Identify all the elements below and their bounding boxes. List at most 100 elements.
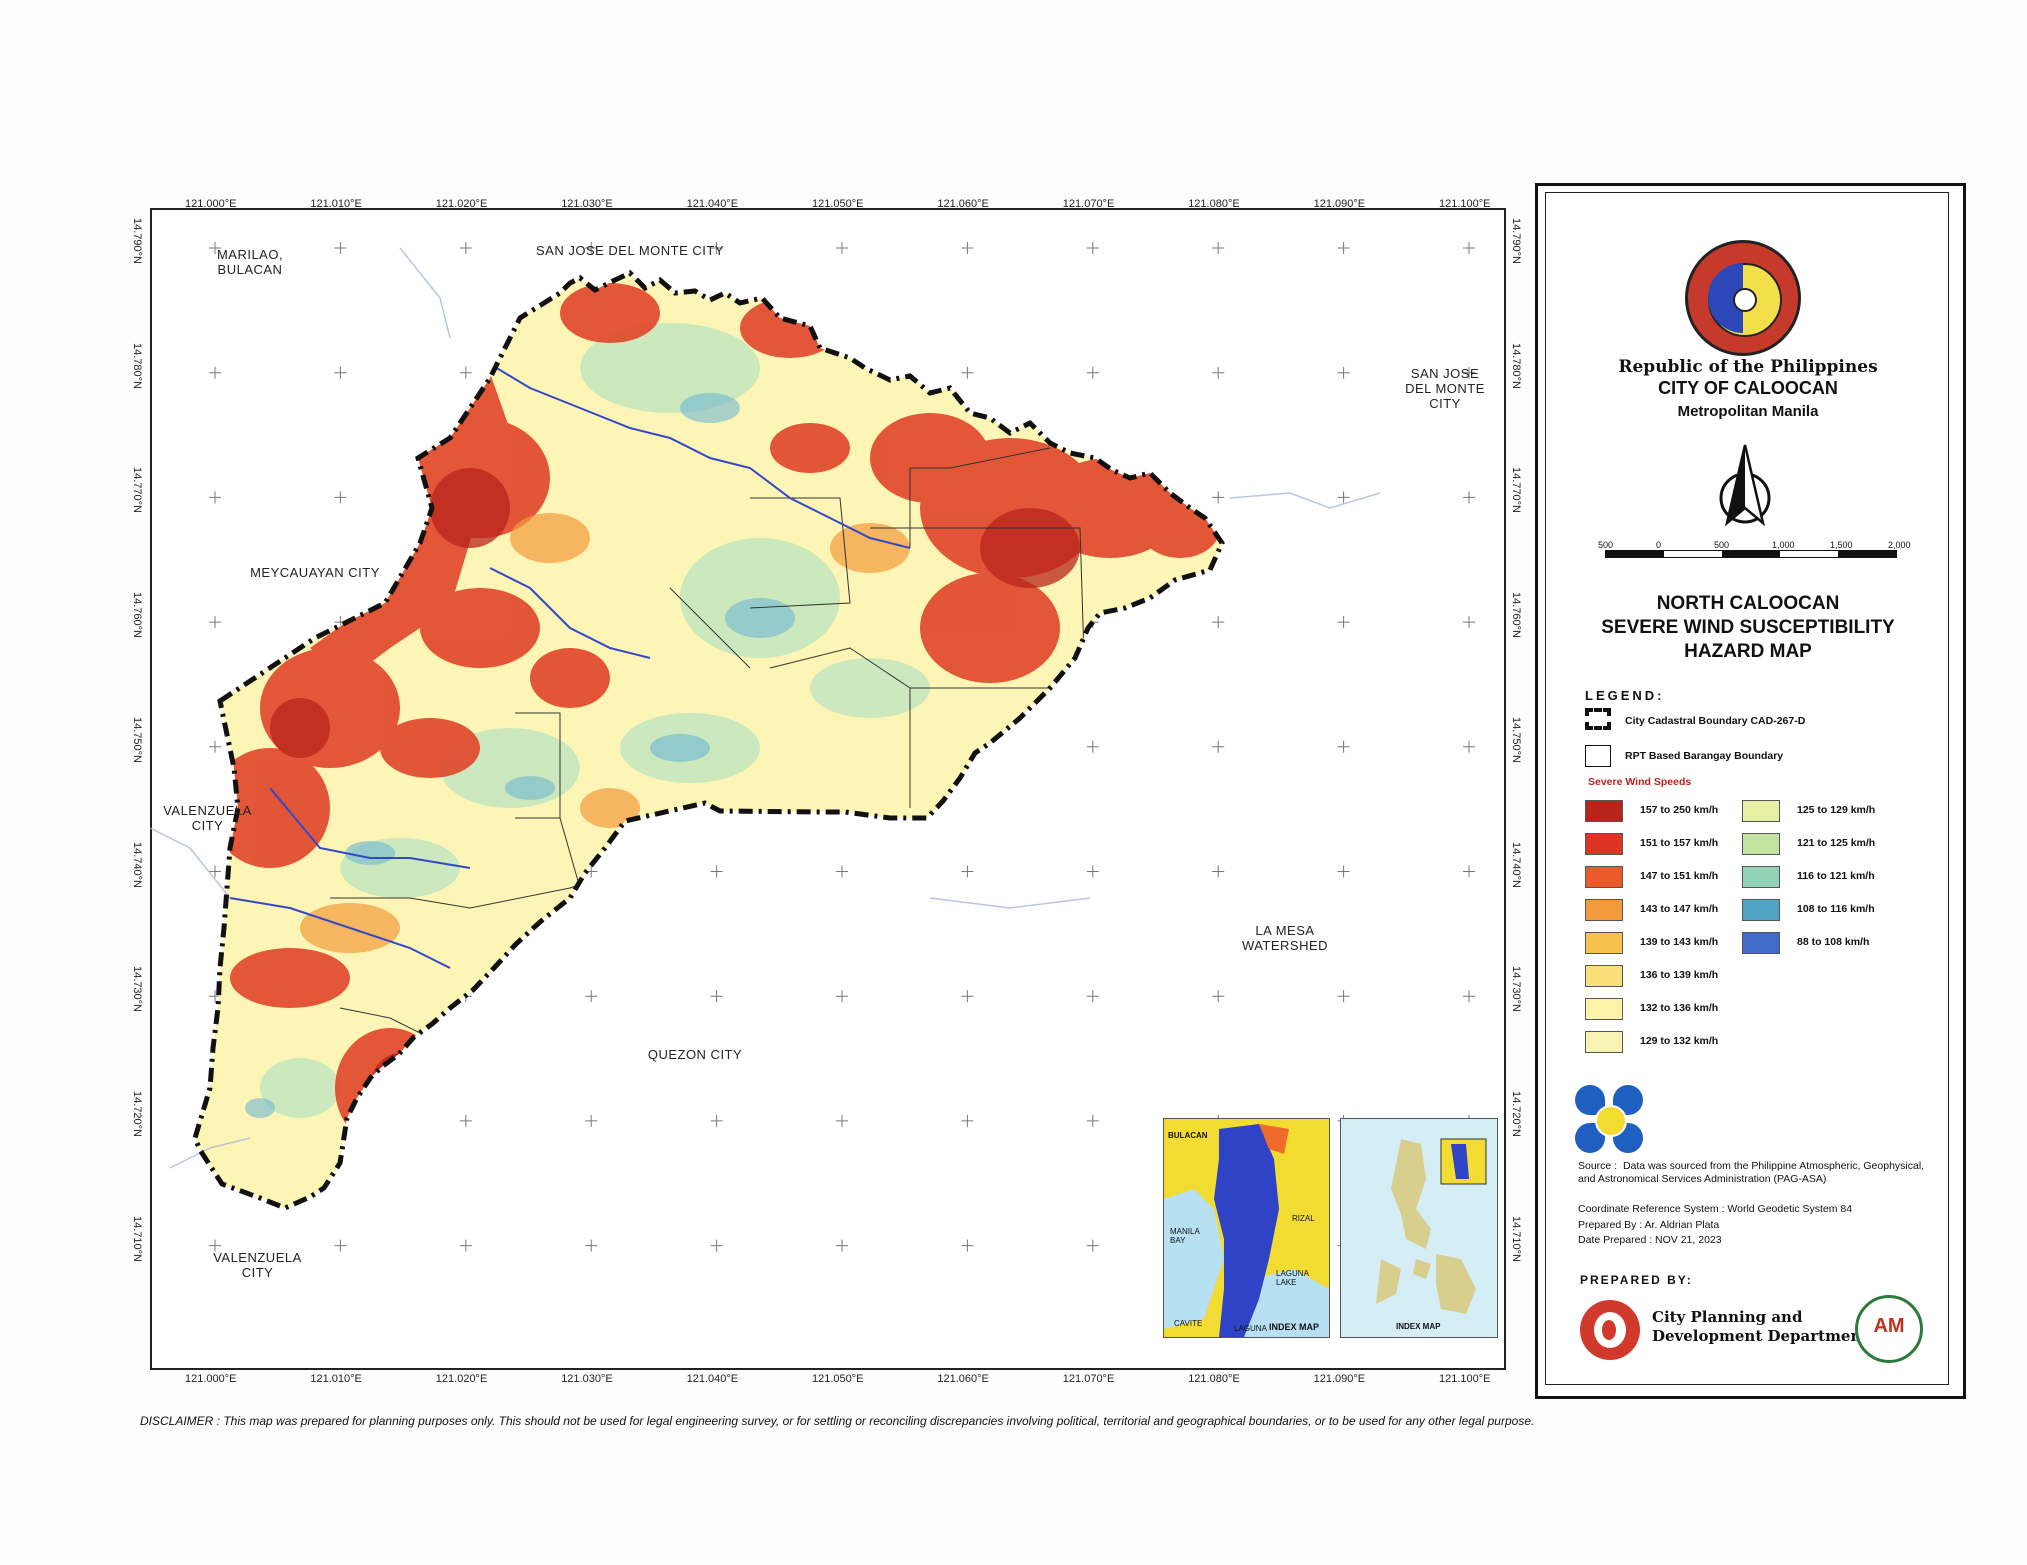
- legend-swatch: [1742, 833, 1780, 855]
- graticule-cross: [1086, 242, 1099, 254]
- x-tick-top-0: 121.000°E: [185, 198, 237, 210]
- graticule-cross: [836, 1114, 848, 1127]
- x-tick-top-3: 121.030°E: [561, 198, 613, 210]
- x-tick-top-2: 121.020°E: [435, 198, 488, 210]
- graticule-cross: [1212, 740, 1225, 753]
- y-tick-right-6: 14.730°N: [1510, 966, 1522, 1013]
- legend-swatch: [1585, 899, 1623, 921]
- north-arrow-icon: [1719, 444, 1771, 527]
- prepared-by-name: Prepared By : Ar. Aldrian Plata: [1578, 1219, 1720, 1231]
- graticule-cross: [1463, 616, 1475, 629]
- graticule-cross: [710, 242, 723, 254]
- x-tick-top-9: 121.090°E: [1313, 198, 1366, 210]
- graticule-cross: [209, 366, 221, 379]
- x-tick-bottom-2: 121.020°E: [435, 1373, 488, 1385]
- index-label-rizal: RIZAL: [1292, 1214, 1315, 1223]
- x-tick-bottom-7: 121.070°E: [1062, 1373, 1115, 1385]
- graticule-cross: [334, 491, 347, 504]
- index-label-laguna: LAGUNA: [1234, 1324, 1267, 1333]
- barangay-boundary-label: RPT Based Barangay Boundary: [1625, 750, 1784, 762]
- legend-label: 143 to 147 km/h: [1640, 903, 1719, 915]
- place-valenzuela-1: VALENZUELA CITY: [163, 803, 252, 833]
- legend-swatch: [1585, 965, 1623, 987]
- y-tick-left-6: 14.730°N: [131, 966, 143, 1013]
- graticule-cross: [1463, 990, 1475, 1003]
- city-seal-icon: [1685, 240, 1801, 356]
- legend-label: 139 to 143 km/h: [1640, 936, 1719, 948]
- index-label-manila-bay: MANILA BAY: [1170, 1227, 1200, 1245]
- legend-label: 88 to 108 km/h: [1797, 936, 1870, 948]
- graticule-cross: [209, 740, 221, 753]
- date-prepared: Date Prepared : NOV 21, 2023: [1578, 1234, 1722, 1246]
- x-tick-bottom-6: 121.060°E: [937, 1373, 989, 1385]
- y-tick-left-2: 14.770°N: [131, 467, 143, 514]
- x-tick-top-7: 121.070°E: [1062, 198, 1115, 210]
- scale-bar: [1605, 550, 1897, 558]
- legend-label: 136 to 139 km/h: [1640, 969, 1719, 981]
- graticule-cross: [209, 1239, 221, 1252]
- legend-heading: LEGEND:: [1585, 688, 1665, 703]
- place-valenzuela-2: VALENZUELA CITY: [213, 1250, 302, 1280]
- graticule-cross: [1337, 491, 1350, 504]
- graticule-cross: [1212, 366, 1225, 379]
- graticule-cross: [836, 242, 848, 254]
- x-tick-bottom-4: 121.040°E: [686, 1373, 739, 1385]
- barangay-boundary-swatch: [1585, 745, 1611, 767]
- legend-label: 125 to 129 km/h: [1797, 804, 1876, 816]
- y-tick-right-4: 14.750°N: [1510, 716, 1522, 763]
- index-map-label-1: INDEX MAP: [1269, 1322, 1320, 1332]
- graticule-cross: [459, 366, 472, 379]
- graticule-cross: [1212, 242, 1225, 254]
- graticule-cross: [209, 242, 221, 254]
- graticule-cross: [710, 1239, 723, 1252]
- cpdd-name: City Planning and Development Department: [1652, 1308, 1869, 1345]
- graticule-cross: [836, 865, 848, 878]
- cpdd-logo-icon: [1580, 1300, 1640, 1360]
- x-tick-top-1: 121.010°E: [310, 198, 362, 210]
- index-map-metro-graphic: [1164, 1124, 1329, 1337]
- graticule-cross: [961, 990, 974, 1003]
- place-marilao: MARILAO, BULACAN: [216, 247, 284, 277]
- side-panel: [1535, 183, 1966, 1399]
- y-tick-left-5: 14.740°N: [131, 841, 143, 888]
- place-sjdm-right: SAN JOSE DEL MONTE CITY: [1405, 366, 1485, 411]
- legend-label: 129 to 132 km/h: [1640, 1035, 1719, 1047]
- place-sjdm-top: SAN JOSE DEL MONTE CITY: [536, 243, 724, 258]
- graticule-cross: [209, 865, 221, 878]
- graticule-cross: [1086, 1239, 1099, 1252]
- map-title-line-3: HAZARD MAP: [1684, 641, 1812, 662]
- graticule-cross: [459, 242, 472, 254]
- graticule-cross: [585, 1239, 598, 1252]
- graticule-cross: [459, 1239, 472, 1252]
- legend-swatch: [1585, 932, 1623, 954]
- map-title-line-1: NORTH CALOOCAN: [1656, 593, 1840, 614]
- city-heading: CITY OF CALOOCAN: [1658, 378, 1838, 398]
- graticule-cross: [1337, 740, 1350, 753]
- index-map-metro: BULACAN MANILA BAY RIZAL LAGUNA LAKE CAV…: [1163, 1118, 1330, 1338]
- cadastral-boundary-swatch: [1585, 708, 1611, 730]
- graticule-cross: [334, 242, 347, 254]
- graticule-cross: [459, 1114, 472, 1127]
- y-tick-right-5: 14.740°N: [1510, 841, 1522, 888]
- index-map-philippines: INDEX MAP: [1340, 1118, 1498, 1338]
- index-label-cavite: CAVITE: [1174, 1319, 1203, 1328]
- graticule-cross: [1212, 491, 1225, 504]
- x-tick-bottom-8: 121.080°E: [1188, 1373, 1240, 1385]
- metro-heading: Metropolitan Manila: [1677, 403, 1819, 420]
- legend-swatch: [1585, 833, 1623, 855]
- graticule-cross: [961, 1239, 974, 1252]
- graticule-cross: [1086, 865, 1099, 878]
- graticule-cross: [585, 1114, 598, 1127]
- y-tick-left-4: 14.750°N: [131, 716, 143, 763]
- y-tick-left-0: 14.790°N: [131, 218, 143, 264]
- x-tick-top-5: 121.050°E: [812, 198, 864, 210]
- index-label-laguna-lake: LAGUNA LAKE: [1276, 1269, 1309, 1287]
- graticule-cross: [1086, 366, 1099, 379]
- scale-label-5: 2,000: [1888, 540, 1911, 550]
- legend-label: 151 to 157 km/h: [1640, 837, 1719, 849]
- wind-speeds-heading: Severe Wind Speeds: [1588, 776, 1692, 788]
- legend-swatch: [1585, 866, 1623, 888]
- x-tick-bottom-0: 121.000°E: [185, 1373, 237, 1385]
- graticule-cross: [1086, 1114, 1099, 1127]
- graticule-cross: [836, 1239, 848, 1252]
